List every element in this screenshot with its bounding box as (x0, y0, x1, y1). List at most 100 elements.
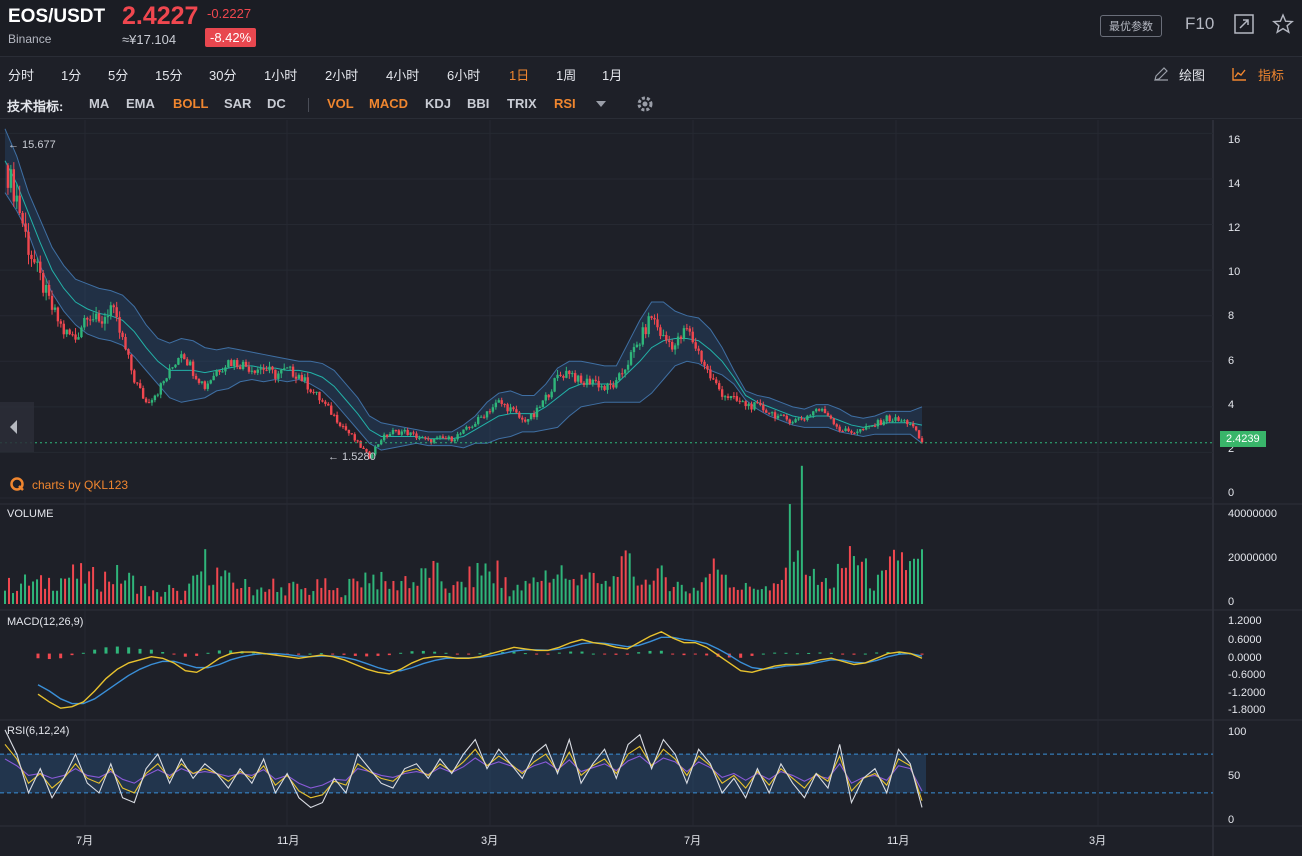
indicator-kdj[interactable]: KDJ (425, 96, 452, 111)
macd-histogram-bar (920, 653, 924, 655)
macd-histogram-bar (795, 653, 799, 655)
volume-bar (476, 562, 479, 604)
macd-histogram-bar (659, 650, 663, 654)
volume-bar (400, 581, 403, 604)
macd-histogram-bar (467, 653, 471, 655)
volume-bar (564, 578, 567, 604)
volume-bar (700, 582, 703, 604)
candle-body (191, 361, 195, 376)
indicator-button[interactable]: 指标 (1258, 68, 1285, 83)
timeframe-tab[interactable]: 30分 (209, 68, 237, 83)
candle-body (265, 369, 268, 371)
macd-tick: 1.2000 (1228, 615, 1262, 627)
timeframe-tab-active[interactable]: 1日 (509, 68, 530, 83)
candle-body (56, 307, 60, 322)
indicator-ma[interactable]: MA (89, 96, 110, 111)
indicator-trix[interactable]: TRIX (507, 96, 537, 111)
volume-bar (96, 589, 99, 604)
indicator-boll[interactable]: BOLL (173, 96, 209, 111)
volume-bar (216, 567, 219, 604)
gear-icon[interactable] (636, 95, 654, 113)
candle-body (609, 383, 612, 385)
volume-bar (624, 550, 627, 604)
macd-histogram-bar (603, 653, 607, 655)
candle-body (850, 431, 853, 433)
timeframe-tab[interactable]: 1周 (556, 68, 577, 83)
candle-body (547, 394, 550, 398)
volume-bar (336, 587, 339, 604)
candle-body (124, 336, 127, 350)
timeframe-tab[interactable]: 分时 (8, 68, 35, 83)
candle-body (409, 432, 412, 436)
timeframe-tab[interactable]: 2小时 (325, 68, 359, 83)
star-icon[interactable] (1272, 13, 1294, 35)
timeframe-tab[interactable]: 5分 (108, 68, 129, 83)
candle-body (227, 360, 230, 368)
candle-body (914, 426, 918, 431)
volume-bar (444, 588, 447, 604)
volume-bar (236, 588, 239, 604)
pencil-icon[interactable] (1153, 66, 1169, 82)
candle-body (635, 344, 639, 348)
volume-bar (464, 587, 467, 604)
candle-body (309, 389, 312, 392)
macd-tick: -1.8000 (1228, 704, 1266, 716)
indicator-vol[interactable]: VOL (327, 96, 354, 111)
candle-body (321, 400, 324, 402)
candle-body (365, 449, 368, 452)
volume-bar (160, 596, 163, 604)
volume-bar (128, 572, 131, 604)
draw-button[interactable]: 绘图 (1179, 68, 1206, 83)
candle-body (794, 419, 797, 423)
timeframe-tab[interactable]: 1月 (602, 68, 623, 83)
macd-tick: -0.6000 (1228, 669, 1266, 681)
optimal-params-button[interactable]: 最优参数 (1100, 15, 1162, 37)
candle-body (844, 428, 847, 432)
candle-body (141, 388, 145, 399)
timeframe-tab[interactable]: 1分 (61, 68, 82, 83)
candle-body (318, 391, 321, 401)
volume-bar (708, 573, 711, 604)
last-price-badge: 2.4239 (1220, 431, 1266, 447)
candle-body (218, 370, 221, 372)
qkl-logo-icon (10, 477, 24, 491)
volume-bar (28, 585, 31, 604)
candle-body (668, 340, 671, 342)
macd-histogram-bar (773, 652, 777, 654)
timeframe-tab[interactable]: 15分 (155, 68, 183, 83)
macd-histogram-bar (739, 653, 743, 658)
indicator-bbi[interactable]: BBI (467, 96, 490, 111)
candle-body (591, 379, 595, 385)
candle-body (432, 438, 436, 443)
timeframe-tab[interactable]: 1小时 (264, 68, 298, 83)
chart-canvas[interactable] (0, 120, 1302, 856)
volume-bar (540, 580, 543, 604)
f10-button[interactable]: F10 (1185, 14, 1215, 33)
macd-histogram-bar (580, 651, 584, 654)
indicator-ema[interactable]: EMA (126, 96, 155, 111)
indicator-dc[interactable]: DC (267, 96, 286, 111)
candle-body (377, 444, 380, 447)
indicator-rsi[interactable]: RSI (554, 96, 576, 111)
chevron-left-icon (10, 420, 17, 434)
volume-bar (104, 571, 107, 604)
fullscreen-icon[interactable] (1234, 14, 1254, 34)
candle-body (682, 328, 686, 339)
macd-histogram-bar (693, 653, 697, 655)
candle-body (50, 295, 54, 310)
candle-body (368, 451, 371, 459)
candle-body (91, 319, 95, 321)
candle-body (24, 223, 27, 232)
indicator-chart-icon[interactable] (1231, 66, 1247, 82)
chevron-down-icon[interactable] (596, 101, 606, 107)
timeframe-tab[interactable]: 6小时 (447, 68, 481, 83)
candle-body (735, 396, 739, 401)
candle-body (621, 373, 624, 375)
indicator-macd[interactable]: MACD (369, 96, 408, 111)
timeframe-tab[interactable]: 4小时 (386, 68, 420, 83)
macd-histogram-bar (365, 653, 369, 657)
candle-body (382, 434, 386, 441)
scroll-left-button[interactable] (0, 402, 34, 452)
candle-body (494, 402, 498, 408)
indicator-sar[interactable]: SAR (224, 96, 252, 111)
